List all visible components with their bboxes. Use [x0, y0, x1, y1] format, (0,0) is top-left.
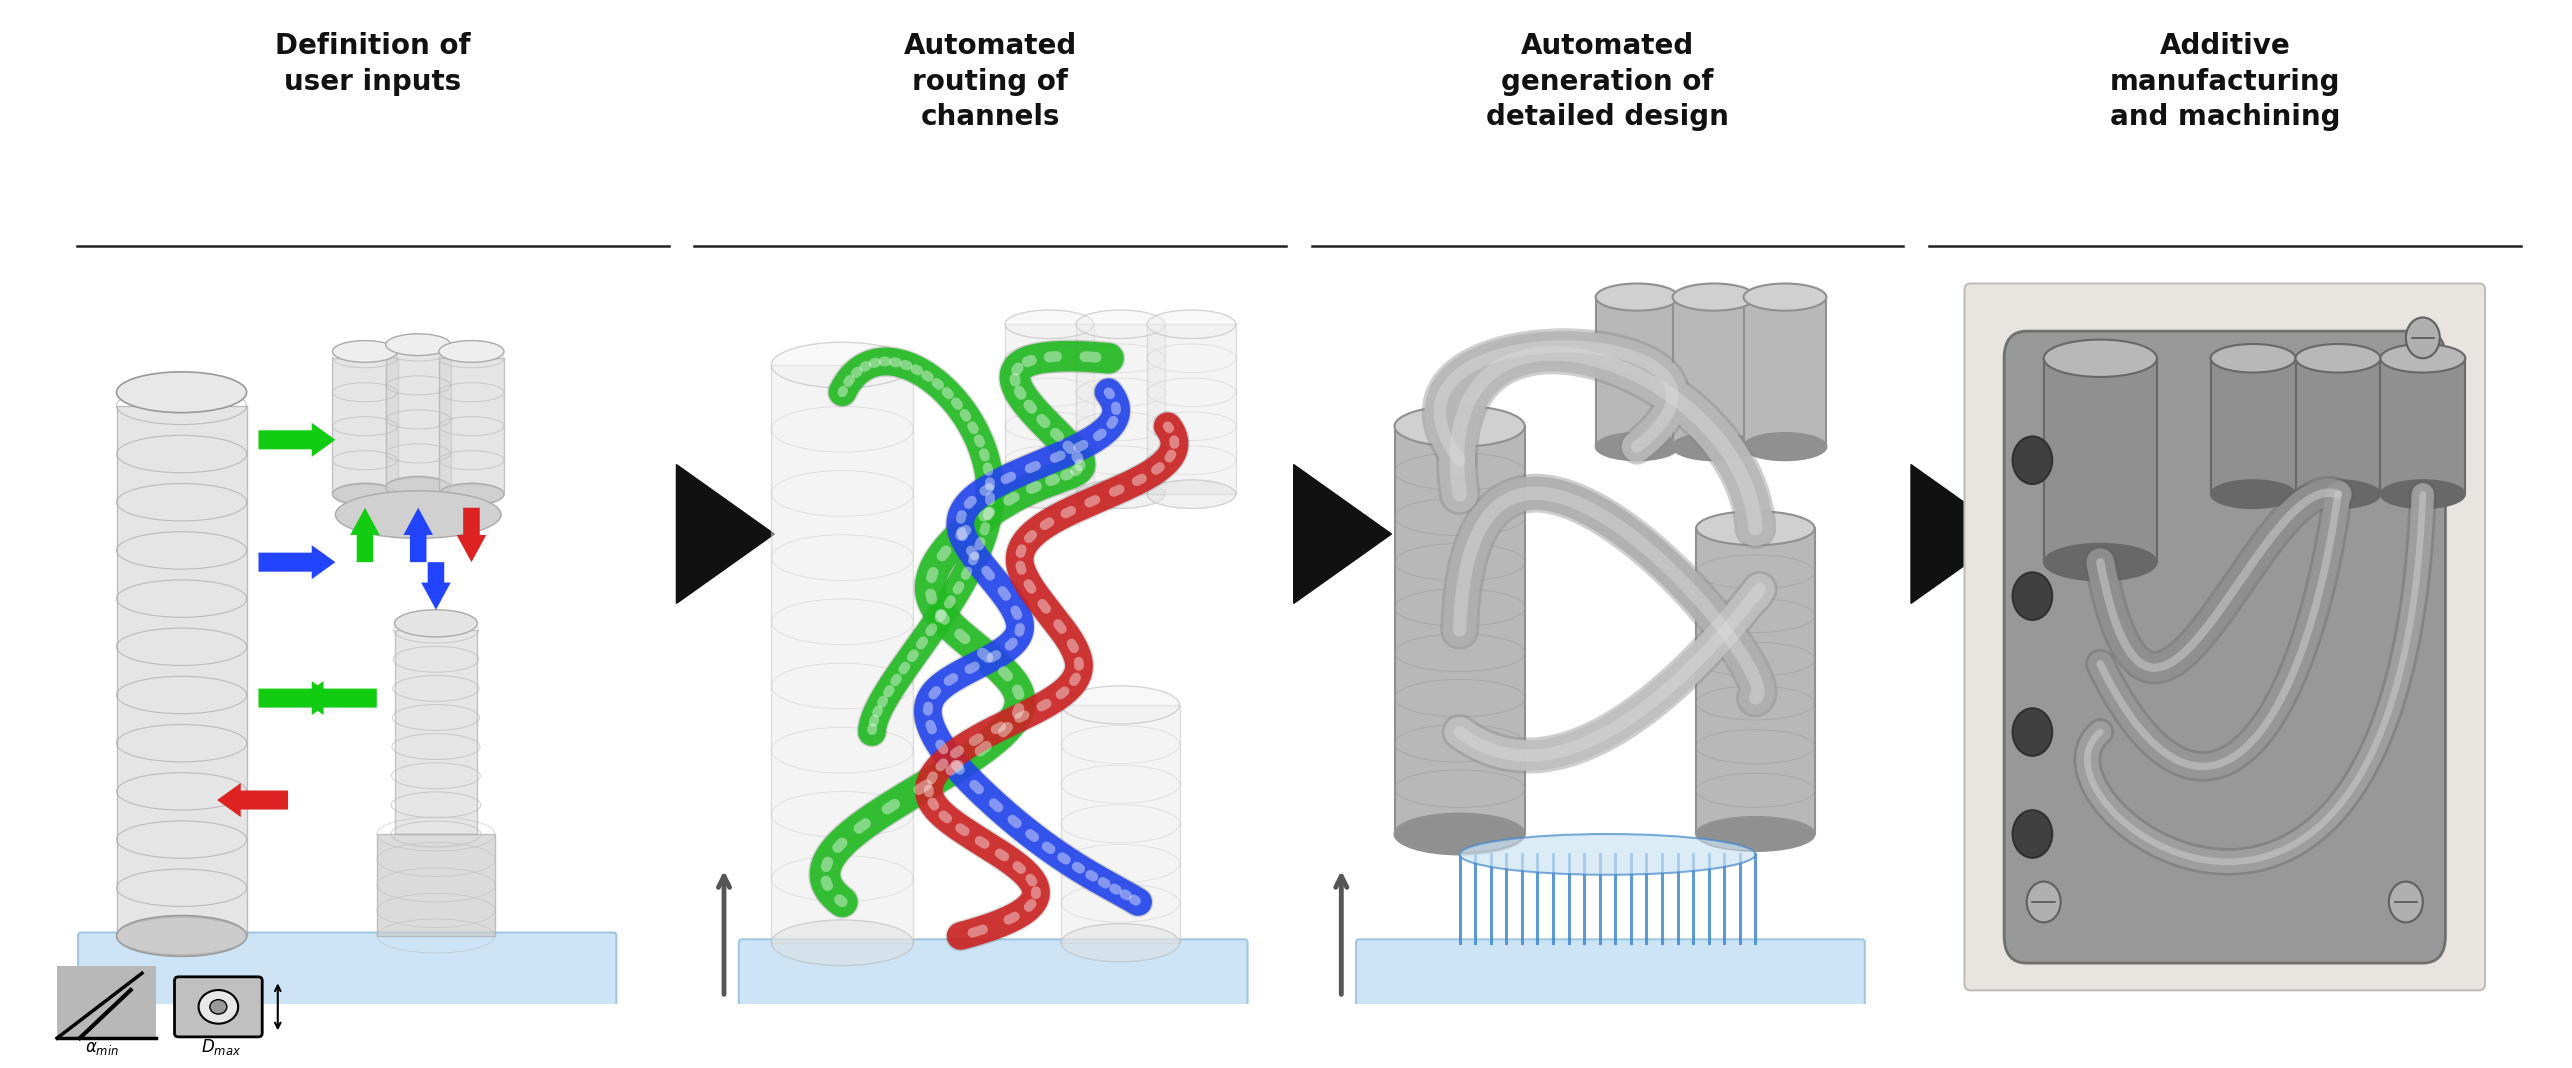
- Ellipse shape: [2379, 344, 2464, 373]
- Polygon shape: [1294, 465, 1391, 603]
- Ellipse shape: [2212, 480, 2297, 508]
- Ellipse shape: [1595, 433, 1680, 460]
- Ellipse shape: [1744, 433, 1826, 460]
- Ellipse shape: [394, 610, 478, 637]
- Text: Definition of
user inputs: Definition of user inputs: [275, 32, 471, 96]
- Ellipse shape: [332, 484, 399, 505]
- Text: $D_{max}$: $D_{max}$: [201, 1037, 242, 1057]
- Text: $\alpha_{min}$: $\alpha_{min}$: [85, 1039, 118, 1057]
- Bar: [386, 351, 450, 487]
- Circle shape: [2011, 811, 2052, 858]
- FancyBboxPatch shape: [738, 940, 1247, 1007]
- FancyBboxPatch shape: [175, 977, 262, 1037]
- Circle shape: [2011, 437, 2052, 484]
- Ellipse shape: [1006, 480, 1093, 508]
- Ellipse shape: [1461, 834, 1754, 875]
- Bar: [394, 630, 478, 834]
- Bar: [772, 365, 913, 943]
- Ellipse shape: [1394, 406, 1525, 446]
- Ellipse shape: [386, 476, 450, 499]
- Circle shape: [211, 1000, 226, 1015]
- Bar: [2294, 358, 2382, 494]
- Ellipse shape: [2294, 344, 2382, 373]
- Ellipse shape: [332, 341, 399, 362]
- Ellipse shape: [1595, 283, 1680, 311]
- Text: Automated
generation of
detailed design: Automated generation of detailed design: [1487, 32, 1728, 131]
- Bar: [2382, 358, 2464, 494]
- Bar: [1744, 297, 1826, 446]
- FancyBboxPatch shape: [1965, 283, 2485, 990]
- Ellipse shape: [1698, 817, 1816, 851]
- Bar: [1006, 325, 1093, 494]
- Ellipse shape: [386, 334, 450, 356]
- Text: Additive
manufacturing
and machining: Additive manufacturing and machining: [2109, 32, 2341, 131]
- Text: Automated
routing of
channels: Automated routing of channels: [903, 32, 1078, 131]
- Polygon shape: [216, 783, 288, 817]
- Ellipse shape: [334, 491, 502, 538]
- Ellipse shape: [772, 920, 913, 965]
- Polygon shape: [301, 681, 376, 716]
- Bar: [1147, 325, 1235, 494]
- Ellipse shape: [2379, 480, 2464, 508]
- Bar: [2045, 358, 2158, 562]
- Ellipse shape: [1394, 814, 1525, 854]
- FancyBboxPatch shape: [2004, 331, 2446, 963]
- Polygon shape: [257, 545, 334, 579]
- Polygon shape: [676, 465, 774, 603]
- Polygon shape: [422, 562, 450, 610]
- Circle shape: [198, 990, 239, 1023]
- Bar: [2212, 358, 2297, 494]
- Bar: [1075, 325, 1165, 494]
- FancyBboxPatch shape: [77, 932, 617, 1007]
- Ellipse shape: [2045, 340, 2158, 377]
- Ellipse shape: [1062, 686, 1181, 724]
- Polygon shape: [257, 681, 334, 716]
- Bar: [332, 358, 399, 494]
- Circle shape: [2405, 317, 2441, 358]
- Polygon shape: [350, 507, 381, 562]
- Ellipse shape: [116, 915, 247, 956]
- Circle shape: [2011, 572, 2052, 619]
- Ellipse shape: [1147, 310, 1235, 339]
- Polygon shape: [257, 423, 334, 457]
- Bar: [57, 965, 157, 1038]
- Bar: [1595, 297, 1680, 446]
- Ellipse shape: [2045, 544, 2158, 581]
- Ellipse shape: [440, 484, 504, 505]
- Ellipse shape: [1672, 283, 1754, 311]
- Ellipse shape: [1744, 283, 1826, 311]
- Ellipse shape: [440, 341, 504, 362]
- Polygon shape: [1911, 465, 2009, 603]
- Polygon shape: [404, 507, 432, 562]
- Ellipse shape: [1075, 310, 1165, 339]
- Ellipse shape: [1147, 480, 1235, 508]
- Ellipse shape: [1075, 480, 1165, 508]
- Ellipse shape: [2294, 480, 2382, 508]
- Circle shape: [2389, 881, 2423, 923]
- Ellipse shape: [1698, 512, 1816, 545]
- Circle shape: [2011, 708, 2052, 756]
- Bar: [116, 406, 247, 936]
- Ellipse shape: [772, 342, 913, 388]
- Bar: [1062, 705, 1181, 943]
- Ellipse shape: [2212, 344, 2297, 373]
- Bar: [1698, 529, 1813, 834]
- Bar: [1394, 426, 1525, 834]
- Bar: [440, 358, 504, 494]
- Ellipse shape: [1006, 310, 1093, 339]
- FancyBboxPatch shape: [1355, 940, 1865, 1007]
- Bar: [376, 834, 494, 936]
- Circle shape: [2027, 881, 2060, 923]
- Bar: [1672, 297, 1754, 446]
- Polygon shape: [458, 507, 486, 562]
- Ellipse shape: [1062, 924, 1181, 962]
- Ellipse shape: [116, 372, 247, 412]
- Ellipse shape: [1672, 433, 1754, 460]
